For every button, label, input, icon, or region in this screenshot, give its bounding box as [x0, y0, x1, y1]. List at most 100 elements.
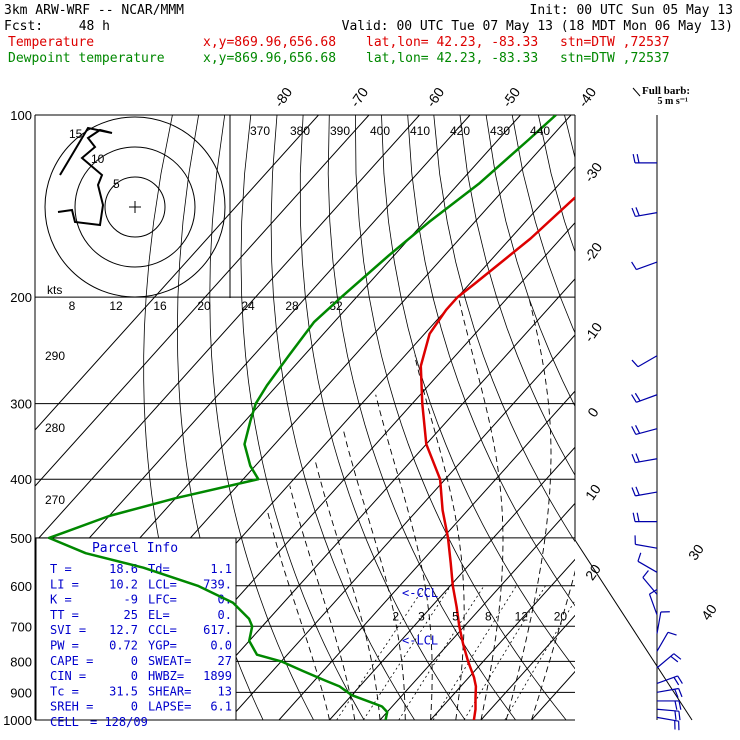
parcel-row-key: SVI = [50, 623, 86, 637]
theta-tick-label: 410 [410, 124, 430, 138]
pressure-tick-label: 800 [10, 654, 32, 669]
parcel-row-value: 10.2 [109, 577, 138, 591]
dry-adiabat-line [485, 115, 575, 408]
mixing-ratio-line [504, 599, 575, 720]
theta-tick-label: 370 [250, 124, 270, 138]
isotherm-line [329, 446, 575, 720]
level-marker-label: <-CCL [402, 586, 438, 600]
temperature-profile-line [419, 195, 575, 720]
wind-barb-staff [635, 543, 658, 549]
parcel-row-key: YGP= [148, 639, 177, 653]
theta-tick-label: 390 [330, 124, 350, 138]
barb-legend-title: Full barb: [642, 85, 690, 97]
isotherm-line [582, 115, 740, 720]
hodograph-units-label: kts [47, 283, 62, 297]
isotherm-tick-label: -10 [581, 319, 606, 345]
dry-adiabat-line [299, 115, 466, 720]
wind-barb-staff [656, 708, 679, 712]
parcel-row-value: -9 [124, 593, 138, 607]
parcel-row-value: 27 [218, 654, 232, 668]
wind-barb-feather [674, 700, 678, 710]
theta-tick-label: 400 [370, 124, 390, 138]
theta-tick-label: 430 [490, 124, 510, 138]
moist-adiabat-line [505, 296, 552, 720]
pressure-tick-label: 100 [10, 108, 32, 123]
wind-barb-staff [648, 593, 658, 615]
parcel-row-key: PW = [50, 639, 79, 653]
wind-barb-staff [636, 261, 658, 271]
parcel-row-value: 0 [131, 654, 138, 668]
parcel-row-value: 0. [218, 608, 232, 622]
wind-barb-staff [636, 394, 658, 403]
mixing-ratio-label: 20 [554, 609, 568, 623]
wind-barb-feather [678, 700, 682, 710]
dry-adiabat-line [695, 115, 740, 720]
fcst-value: 48 h [79, 19, 110, 34]
dew-row-latlon: lat,lon= 42.23, -83.33 [366, 51, 538, 66]
dry-adiabat-line [209, 115, 314, 720]
parcel-row-key: TT = [50, 608, 79, 622]
parcel-row-value: 1899 [203, 669, 232, 683]
wind-barb-feather [632, 512, 636, 522]
parcel-row-key: HWBZ= [148, 669, 184, 683]
model-title: 3km ARW-WRF -- NCAR/MMM [4, 3, 184, 18]
wind-barb-feather [635, 453, 640, 463]
hodograph-ring-label: 5 [113, 177, 120, 191]
wind-barb-feather [631, 454, 636, 463]
moist-adiabat-line [457, 296, 504, 720]
dry-adiabat-line [270, 115, 415, 720]
parcel-row-key: Tc = [50, 684, 79, 698]
hodograph-ring [74, 146, 196, 268]
hodograph-ring [104, 176, 166, 238]
moist-adiabat-line [314, 458, 381, 720]
mixing-ratio-label: 5 [452, 609, 459, 623]
hodograph-speed-label: 24 [241, 299, 255, 313]
dry-adiabat-line [327, 115, 516, 720]
parcel-row-value: 0 [131, 669, 138, 683]
mixing-ratio-label: 2 [392, 609, 399, 623]
pressure-tick-label: 200 [10, 290, 32, 305]
mixing-ratio-label: 8 [485, 609, 492, 623]
parcel-row-key: CIN = [50, 669, 86, 683]
isotherm-line [278, 390, 575, 720]
parcel-row-key: EL= [148, 608, 170, 622]
dry-adiabat-line [538, 115, 575, 254]
init-time: Init: 00 UTC Sun 05 May 13 [530, 3, 734, 18]
parcel-row-key: SREH = [50, 700, 93, 714]
wind-barb-feather [631, 359, 639, 368]
parcel-row-value: 25 [124, 608, 138, 622]
dry-adiabat-line [669, 115, 740, 720]
hodograph-speed-label: 12 [109, 299, 123, 313]
isotherm-tick-label: -50 [499, 84, 524, 110]
isotherm-tick-label: 10 [582, 481, 604, 503]
wind-barb-feather [677, 675, 683, 684]
dry-adiabat-line [591, 115, 740, 720]
moist-adiabat-line [375, 394, 433, 720]
hodograph-speed-label: 8 [69, 299, 76, 313]
parcel-row-value: 31.5 [109, 684, 138, 698]
dew-row-name: Dewpoint temperature [8, 51, 165, 66]
dry-adiabat-line [381, 115, 575, 670]
dry-adiabat-line [617, 115, 740, 720]
dry-adiabat-line [459, 115, 575, 476]
wind-barb-staff [637, 355, 658, 368]
isotherm-line [480, 614, 575, 720]
hodograph-speed-label: 16 [153, 299, 167, 313]
isotherm-tick-label: -60 [423, 84, 448, 110]
parcel-row-value: 0.0 [210, 639, 232, 653]
parcel-info-box [35, 537, 237, 721]
isotherm-line [430, 558, 575, 720]
pressure-tick-label: 700 [10, 619, 32, 634]
wind-barb-staff [656, 631, 669, 652]
parcel-row-key: CAPE = [50, 654, 93, 668]
parcel-row-key: CCL= [148, 623, 177, 637]
moist-adiabat-line [531, 570, 575, 720]
hodograph-ring-label: 15 [69, 127, 83, 141]
wind-barb-feather [634, 392, 641, 402]
parcel-row-value: 12.7 [109, 623, 138, 637]
level-marker-label: <-LCL [402, 634, 438, 648]
wind-barb-feather [632, 153, 636, 164]
mixing-ratio-label: 12 [515, 609, 529, 623]
dewpoint-profile-line [47, 115, 557, 720]
parcel-info-title: Parcel Info [92, 541, 178, 556]
